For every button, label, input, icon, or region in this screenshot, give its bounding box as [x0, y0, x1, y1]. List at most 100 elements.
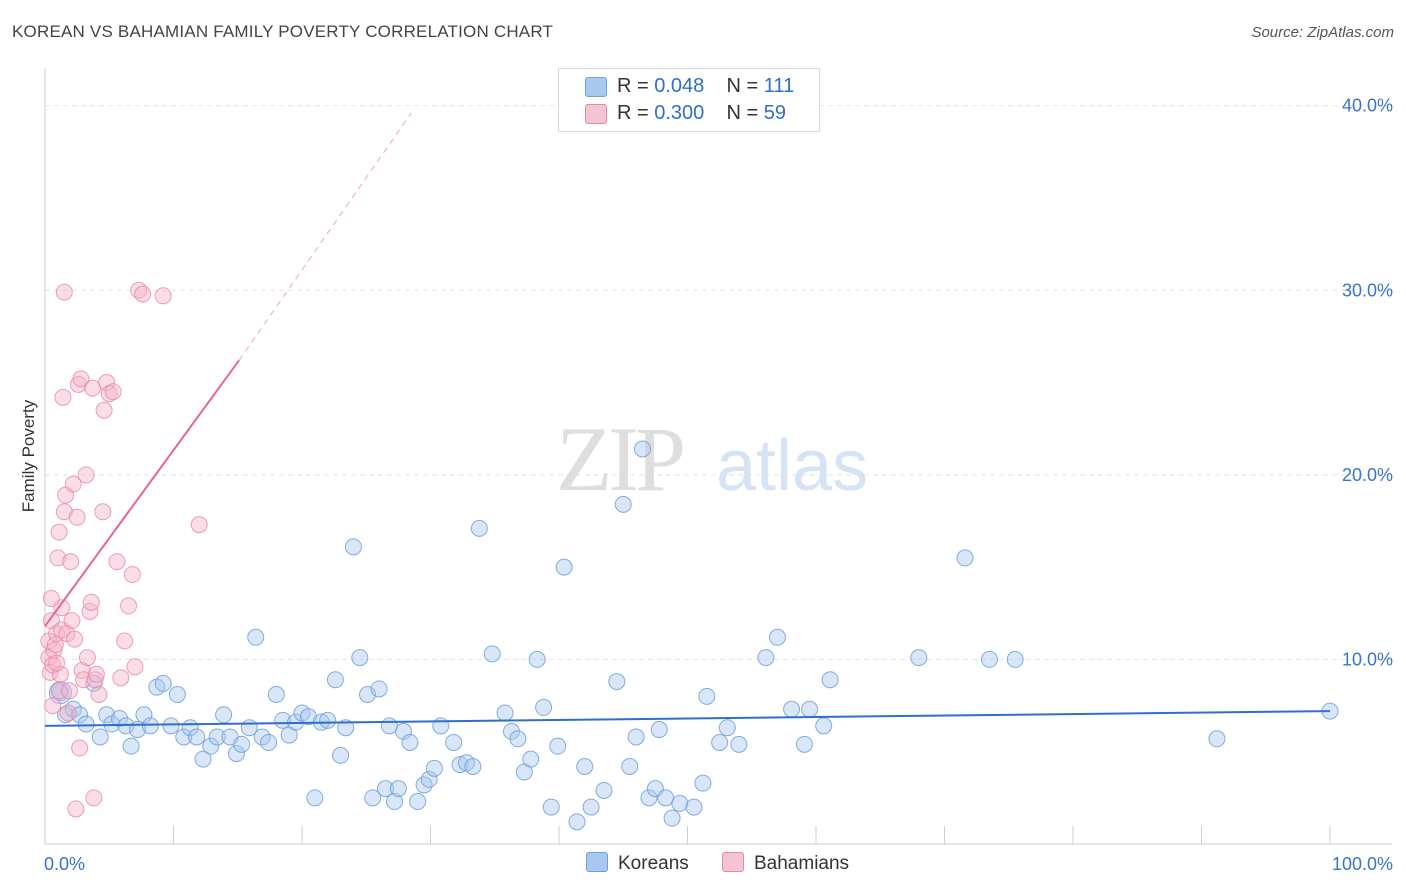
korean-point	[409, 793, 427, 811]
legend: R = 0.048 N = 111 R = 0.300 N = 59	[558, 68, 820, 132]
bahamian-point	[59, 704, 77, 722]
bahamian-point	[120, 597, 138, 615]
bahamian-point	[72, 370, 90, 388]
korean-point	[332, 746, 350, 764]
korean-point	[657, 789, 675, 807]
x-tick-label: 100.0%	[1332, 854, 1393, 874]
bahamian-point	[108, 553, 126, 571]
korean-point	[509, 730, 527, 748]
korean-point	[215, 706, 233, 724]
korean-point	[582, 798, 600, 816]
bahamian-trend-extension	[238, 112, 412, 361]
bahamian-point	[98, 374, 116, 392]
bahamian-point	[112, 669, 130, 687]
bahamian-points	[40, 281, 208, 818]
korean-point	[326, 671, 344, 689]
korean-point	[768, 628, 786, 646]
korean-point	[698, 687, 716, 705]
bahamian-point	[60, 682, 78, 700]
bahamian-point	[71, 739, 89, 757]
bottom-korean-label: Koreans	[618, 853, 689, 874]
korean-point	[233, 735, 251, 753]
korean-n-value: 111	[763, 75, 795, 97]
y-tick-label: 20.0%	[1342, 465, 1393, 485]
korean-point	[595, 781, 613, 799]
korean-point	[451, 756, 469, 774]
korean-point	[389, 780, 407, 798]
grid-lines	[45, 105, 1392, 660]
korean-point	[549, 737, 567, 755]
korean-point	[154, 674, 172, 692]
korean-point	[535, 698, 553, 716]
y-tick-labels: 10.0% 20.0% 30.0% 40.0%	[1342, 96, 1393, 670]
korean-point	[663, 809, 681, 827]
korean-point	[351, 649, 369, 667]
bahamian-r-value: 0.300	[654, 102, 705, 124]
korean-trend-line	[44, 710, 1331, 727]
korean-point	[344, 538, 362, 556]
korean-point	[627, 728, 645, 746]
bahamian-point	[45, 641, 63, 659]
chart-title: KOREAN VS BAHAMIAN FAMILY POVERTY CORREL…	[12, 22, 554, 41]
bahamian-point	[77, 466, 95, 484]
korean-point	[815, 717, 833, 735]
korean-point	[795, 735, 813, 753]
korean-point	[496, 704, 514, 722]
bahamian-point	[85, 789, 103, 807]
bahamian-point	[104, 383, 122, 401]
korean-point	[621, 757, 639, 775]
bottom-bahamian-label: Bahamians	[754, 853, 850, 874]
bahamian-point	[48, 654, 66, 672]
bahamian-point	[51, 665, 69, 683]
bahamian-n-value: 59	[763, 102, 787, 124]
axes	[44, 68, 1392, 845]
korean-point	[247, 628, 265, 646]
source-label: Source: ZipAtlas.com	[1251, 24, 1394, 41]
korean-points	[48, 440, 1339, 831]
korean-point	[299, 708, 317, 726]
korean-point	[730, 735, 748, 753]
korean-point	[377, 780, 395, 798]
korean-point	[370, 680, 388, 698]
korean-point	[135, 706, 153, 724]
korean-point	[980, 650, 998, 668]
bahamian-point	[90, 685, 108, 703]
bottom-legend-bahamians[interactable]: Bahamians	[722, 852, 849, 875]
korean-point	[568, 813, 586, 831]
korean-point	[208, 728, 226, 746]
korean-point	[274, 711, 292, 729]
x-tick-label: 0.0%	[44, 854, 85, 874]
bottom-korean-swatch	[586, 852, 608, 872]
korean-point	[694, 774, 712, 792]
bahamian-point	[54, 388, 72, 406]
korean-point	[380, 717, 398, 735]
bahamian-point	[126, 658, 144, 676]
bahamian-r-label: R =	[617, 102, 649, 124]
korean-point	[77, 715, 95, 733]
korean-point	[420, 770, 438, 788]
korean-point	[608, 673, 626, 691]
bahamian-point	[66, 630, 84, 648]
korean-point	[1208, 730, 1226, 748]
bahamian-swatch	[585, 104, 607, 124]
korean-point	[464, 757, 482, 775]
y-axis-label: Family Poverty	[19, 399, 38, 512]
bahamian-point	[81, 602, 99, 620]
korean-point	[910, 649, 928, 667]
korean-point	[614, 495, 632, 513]
korean-point	[522, 750, 540, 768]
korean-point	[783, 700, 801, 718]
korean-point	[162, 717, 180, 735]
bahamian-point	[63, 612, 81, 630]
korean-point	[267, 685, 285, 703]
bahamian-point	[190, 516, 208, 534]
watermark-zip: ZIP	[556, 408, 683, 510]
korean-point	[188, 728, 206, 746]
korean-swatch	[585, 77, 607, 97]
bottom-legend-koreans[interactable]: Koreans	[586, 852, 689, 875]
bahamian-point	[95, 401, 113, 419]
bahamian-point	[154, 287, 172, 305]
bahamian-point	[44, 697, 62, 715]
bahamian-point	[55, 503, 73, 521]
korean-point	[801, 700, 819, 718]
